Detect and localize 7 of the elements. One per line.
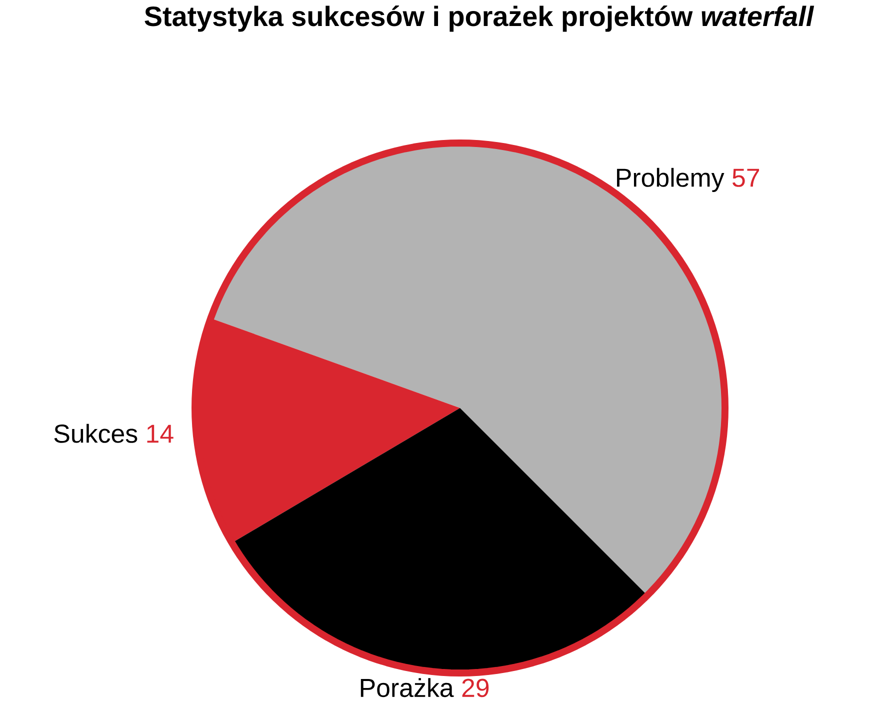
slice-label: Sukces bbox=[54, 424, 138, 443]
data-label: 14 bbox=[147, 424, 174, 443]
slice-label: Problemy bbox=[617, 168, 724, 192]
slice-label: Porażka bbox=[360, 678, 454, 698]
chart-title: Statystyka sukcesów i porażek projektów waterfall bbox=[144, 6, 814, 32]
data-label: 29 bbox=[462, 678, 489, 698]
data-label: 57 bbox=[732, 168, 760, 187]
